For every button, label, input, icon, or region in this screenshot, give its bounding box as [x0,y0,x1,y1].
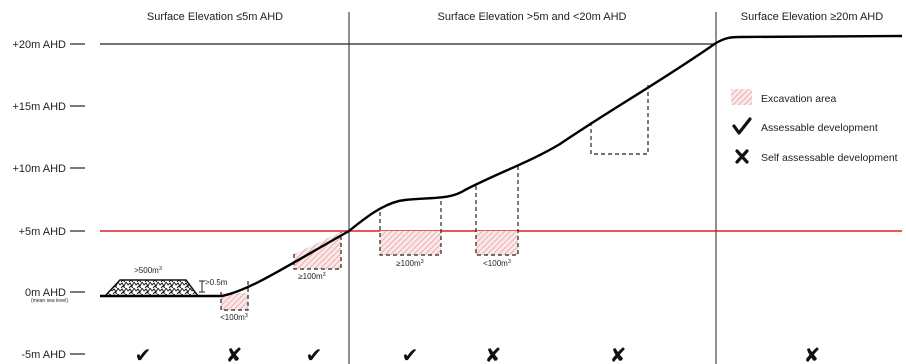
elevation-label-zero: 0m AHD [25,287,66,299]
excavation-outline-5 [590,84,649,155]
elevation-label-plus20: +20m AHD [13,39,67,51]
fill-height-label: >0.5m [205,278,228,287]
legend-cross-icon [735,149,749,164]
excavation-outline-3 [379,198,442,256]
elevation-label-plus5: +5m AHD [19,226,66,238]
excavation-volume-label-3: ≥100m3 [396,259,423,268]
elevation-label-minus5: -5m AHD [21,349,66,361]
excavation-volume-label-1: <100m3 [220,313,248,322]
assessment-mark-4: ✔ [402,345,419,364]
excavation-outline-4 [475,164,519,256]
zone-label-mid: Surface Elevation >5m and <20m AHD [438,11,627,23]
fill-height-bracket [199,280,205,293]
elevation-sublabel-zero: (mean sea level) [31,298,68,304]
legend-check-icon [732,117,752,135]
zone-label-high: Surface Elevation ≥20m AHD [741,11,883,23]
assessment-mark-2: ✘ [226,345,243,364]
excavation-area-3 [380,231,441,255]
assessment-mark-7: ✘ [804,345,821,364]
legend-label-assessable: Assessable development [761,122,878,134]
legend-hatch-swatch [731,89,752,105]
zone-label-low: Surface Elevation ≤5m AHD [147,11,283,23]
excavation-area-2 [294,232,341,269]
excavation-volume-label-4: <100m3 [483,259,511,268]
excavation-outline-1 [220,281,249,311]
elevation-label-plus10: +10m AHD [13,163,67,175]
assessment-mark-6: ✘ [610,345,627,364]
legend-label-self-assessable: Self assessable development [761,152,898,164]
assessment-mark-1: ✔ [135,345,152,364]
assessment-mark-5: ✘ [485,345,502,364]
excavation-area-1 [221,293,248,310]
elevation-label-plus15: +15m AHD [13,101,67,113]
excavation-volume-label-2: ≥100m3 [298,272,325,281]
terrain-profile [100,34,903,298]
fill-volume-label: >500m3 [134,266,162,275]
assessment-mark-3: ✔ [306,345,323,364]
fill-mound [103,279,200,297]
excavation-area-4 [476,231,518,255]
legend-label-excavation: Excavation area [761,93,836,105]
